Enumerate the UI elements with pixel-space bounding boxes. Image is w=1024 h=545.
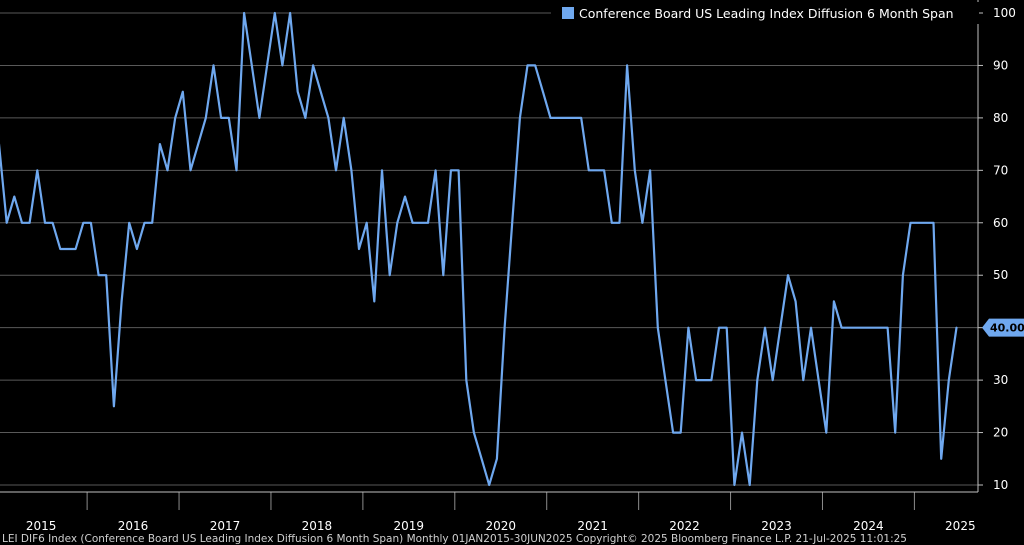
y-tick-label-50: 50 xyxy=(993,268,1008,282)
y-tick-label-90: 90 xyxy=(993,58,1008,72)
x-tick-label-2018: 2018 xyxy=(302,519,333,533)
series-line xyxy=(0,11,958,487)
x-tick-label-2017: 2017 xyxy=(210,519,241,533)
y-tick-label-20: 20 xyxy=(993,426,1008,440)
y-tick-label-30: 30 xyxy=(993,373,1008,387)
y-tick-label-70: 70 xyxy=(993,163,1008,177)
x-tick-label-2021: 2021 xyxy=(577,519,608,533)
last-value-label: 40.00 xyxy=(990,322,1024,335)
x-tick-label-2024: 2024 xyxy=(853,519,884,533)
last-value-box xyxy=(982,318,1024,337)
legend-background xyxy=(551,2,979,24)
x-tick-label-2022: 2022 xyxy=(669,519,700,533)
footer-source-text: LEI DIF6 Index (Conference Board US Lead… xyxy=(2,533,907,545)
y-tick-label-100: 100 xyxy=(993,6,1016,20)
x-tick-label-2023: 2023 xyxy=(761,519,792,533)
x-tick-label-2015: 2015 xyxy=(26,519,57,533)
y-tick-label-80: 80 xyxy=(993,111,1008,125)
x-tick-label-2019: 2019 xyxy=(394,519,425,533)
legend-swatch xyxy=(562,7,574,19)
y-tick-label-10: 10 xyxy=(993,478,1008,492)
series-layer xyxy=(0,11,958,487)
last-value-marker: 40.00 xyxy=(982,318,1024,337)
x-tick-label-2016: 2016 xyxy=(118,519,149,533)
legend: Conference Board US Leading Index Diffus… xyxy=(551,2,979,24)
year-separators xyxy=(86,492,915,510)
x-axis: 2015 2016 2017 2018 2019 2020 2021 2022 2023 2024… xyxy=(0,491,978,533)
legend-label: Conference Board US Leading Index Diffus… xyxy=(579,6,954,21)
x-tick-label-2020: 2020 xyxy=(485,519,516,533)
y-tick-label-60: 60 xyxy=(993,216,1008,230)
x-tick-label-2025: 2025 xyxy=(945,519,976,533)
